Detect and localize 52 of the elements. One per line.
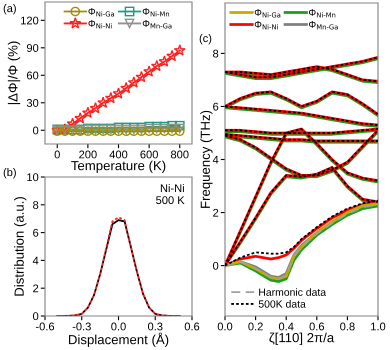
x-tick-label: 0.2 xyxy=(248,322,263,330)
y-tick-label: 4 xyxy=(212,156,218,164)
legend-label: Φ$_{Ni-Ni}$ xyxy=(254,21,278,30)
legend-label: Φ$_{Mn-Ga}$ xyxy=(142,20,172,28)
x-tick-label: 400 xyxy=(109,150,128,158)
text: (c) xyxy=(200,34,212,44)
x-tick-label: 0 xyxy=(54,150,60,158)
x-tick-label: -0.6 xyxy=(36,322,54,330)
chart-title: (a) xyxy=(4,4,16,14)
x-tick-label: 800 xyxy=(170,150,189,158)
x-tick-label: 200 xyxy=(79,150,97,158)
y-axis-title: Frequency (THz) xyxy=(200,110,213,208)
y-tick-label: 2 xyxy=(33,284,38,292)
x-tick-label: 0.8 xyxy=(340,322,355,330)
y-tick-label: 10 xyxy=(27,173,38,182)
y-tick-label: 60 xyxy=(26,72,38,80)
y-axis-title: |ΔΦ|/Φ (%) xyxy=(8,42,20,104)
y-tick-label: 2 xyxy=(213,208,218,217)
chart-title: (b) xyxy=(4,168,16,178)
x-tick-label: 0.4 xyxy=(278,322,294,330)
y-tick-label: 8 xyxy=(33,201,38,209)
x-tick-label: 0.0 xyxy=(218,322,232,330)
y-tick-label: 6 xyxy=(33,228,38,237)
x-tick-label: 1.0 xyxy=(371,322,386,330)
y-axis-title: Distribution (a.u.) xyxy=(14,197,26,296)
legend-label: Φ$_{Ni-Ga}$ xyxy=(254,9,280,18)
legend-label: Φ$_{Ni-Mn}$ xyxy=(308,9,336,18)
x-axis-title: Displacement (Å) xyxy=(68,332,168,347)
legend-label: Φ$_{Ni-Mn}$ xyxy=(142,8,170,16)
x-tick-label: 600 xyxy=(140,150,158,158)
x-tick-label: 0.6 xyxy=(310,322,324,330)
y-tick-label: 90 xyxy=(26,44,38,52)
legend-label: 500K data xyxy=(258,300,306,308)
legend-label: Φ$_{Ni-Ni}$ xyxy=(88,20,112,28)
y-tick-label: 0 xyxy=(33,312,38,320)
x-tick-label: -0.3 xyxy=(72,322,91,330)
legend-label: Harmonic data xyxy=(259,288,326,296)
legend-label: Φ$_{Mn-Ga}$ xyxy=(308,21,338,30)
y-tick-label: 0 xyxy=(33,126,38,134)
x-axis-title: ζ[110] 2π/a xyxy=(269,332,334,345)
y-tick-label: 6 xyxy=(213,102,218,111)
legend-label: Φ$_{Ni-Ga}$ xyxy=(88,8,114,16)
annotation: Ni-Ni 500 K xyxy=(156,184,185,204)
x-tick-label: 0.0 xyxy=(111,322,126,330)
y-tick-label: 4 xyxy=(32,256,38,264)
y-tick-label: 0 xyxy=(213,262,218,270)
x-axis-title: Temperature (K) xyxy=(71,160,166,173)
y-tick-label: 8 xyxy=(213,50,218,58)
x-tick-label: 0.3 xyxy=(148,322,162,330)
y-tick-label: 30 xyxy=(26,99,38,107)
y-tick-label: 120 xyxy=(21,16,38,24)
x-tick-label: 0.6 xyxy=(184,322,200,330)
